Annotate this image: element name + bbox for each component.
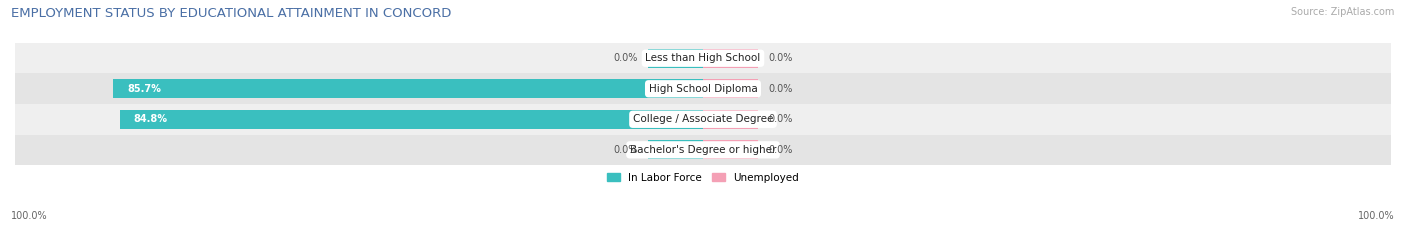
Text: EMPLOYMENT STATUS BY EDUCATIONAL ATTAINMENT IN CONCORD: EMPLOYMENT STATUS BY EDUCATIONAL ATTAINM… — [11, 7, 451, 20]
Bar — [703, 79, 758, 98]
Bar — [114, 79, 703, 98]
Text: 0.0%: 0.0% — [768, 84, 793, 94]
Bar — [15, 43, 1391, 73]
Bar — [15, 135, 1391, 165]
Text: Source: ZipAtlas.com: Source: ZipAtlas.com — [1291, 7, 1395, 17]
Legend: In Labor Force, Unemployed: In Labor Force, Unemployed — [603, 168, 803, 187]
Text: 0.0%: 0.0% — [613, 145, 638, 155]
Bar — [703, 110, 758, 129]
Bar — [120, 110, 703, 129]
Text: 100.0%: 100.0% — [11, 211, 48, 221]
Bar — [703, 49, 758, 68]
Bar — [15, 73, 1391, 104]
Bar — [15, 104, 1391, 135]
Text: College / Associate Degree: College / Associate Degree — [633, 114, 773, 124]
Text: 100.0%: 100.0% — [1358, 211, 1395, 221]
Bar — [703, 140, 758, 159]
Text: 0.0%: 0.0% — [613, 53, 638, 63]
Text: High School Diploma: High School Diploma — [648, 84, 758, 94]
Text: 85.7%: 85.7% — [127, 84, 162, 94]
Text: Less than High School: Less than High School — [645, 53, 761, 63]
Bar — [648, 49, 703, 68]
Text: 0.0%: 0.0% — [768, 145, 793, 155]
Text: 0.0%: 0.0% — [768, 114, 793, 124]
Text: 84.8%: 84.8% — [134, 114, 167, 124]
Bar — [648, 140, 703, 159]
Text: Bachelor's Degree or higher: Bachelor's Degree or higher — [630, 145, 776, 155]
Text: 0.0%: 0.0% — [768, 53, 793, 63]
